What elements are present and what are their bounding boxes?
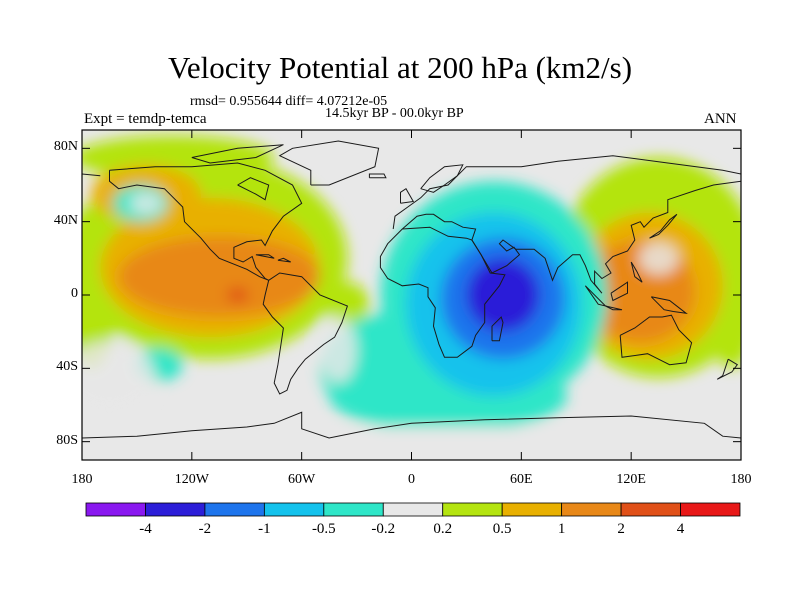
colorbar-swatch (680, 502, 741, 517)
coastline (379, 226, 506, 358)
experiment-label: Expt = temdp-temca (84, 111, 207, 127)
contour-region (325, 282, 370, 327)
coastline (619, 314, 693, 366)
colorbar-swatch (85, 502, 146, 517)
colorbar-label: 4 (676, 521, 685, 537)
coastline (82, 173, 101, 177)
colorbar-label: 1 (557, 521, 566, 537)
period-label: 14.5kyr BP - 00.0kyr BP (325, 106, 464, 121)
y-tick-label: 40S (56, 359, 78, 375)
chart-title: Velocity Potential at 200 hPa (km2/s) (167, 50, 633, 85)
contour-region (704, 203, 741, 369)
x-tick-label: 180 (730, 472, 752, 487)
contour-fill-layer (82, 135, 741, 457)
y-tick-label: 80N (53, 139, 78, 155)
colorbar-label: 0.2 (433, 521, 453, 537)
coastline (109, 162, 303, 281)
colorbar-swatch (323, 502, 384, 517)
axis-ticks (81, 130, 742, 460)
coastline (401, 180, 741, 294)
x-tick-label: 120W (174, 472, 209, 487)
colorbar-label: -1 (258, 521, 271, 537)
colorbar-swatch (145, 502, 206, 517)
coastline (237, 177, 270, 201)
coastline (400, 187, 415, 204)
colorbar-swatch (501, 502, 563, 517)
coastline (584, 285, 608, 307)
coastline (420, 164, 464, 193)
stats-label: rmsd= 0.955644 diff= 4.07212e-05 (190, 94, 388, 109)
coastline (262, 272, 349, 395)
contour-region (466, 258, 540, 332)
coastline (191, 144, 284, 164)
contour-region (226, 287, 249, 303)
contour-region (118, 236, 320, 317)
y-tick-label: 0 (71, 286, 78, 301)
coastline (649, 213, 678, 239)
coastline (278, 140, 380, 186)
colorbar-swatch (620, 502, 681, 517)
x-tick-label: 120E (616, 472, 646, 487)
x-tick-label: 0 (408, 472, 415, 487)
coastline (650, 296, 688, 315)
season-label: ANN (704, 111, 737, 127)
x-tick-label: 60E (510, 472, 533, 487)
coastline (491, 316, 504, 342)
contour-region (319, 317, 357, 383)
colorbar-label: -0.2 (371, 521, 396, 537)
colorbar-label: -0.5 (311, 521, 336, 537)
colorbar-label: 0.5 (492, 521, 512, 537)
colorbar-label: -4 (139, 521, 152, 537)
coastline (82, 411, 741, 439)
colorbar-swatch (263, 502, 325, 517)
contour-region (638, 241, 679, 275)
coastline (368, 173, 387, 179)
colorbar-swatch (204, 502, 265, 517)
contour-region (129, 192, 163, 215)
y-tick-label: 40N (53, 212, 78, 228)
colorbar-swatch (561, 502, 622, 517)
x-tick-label: 60W (288, 472, 316, 487)
colorbar-label: 2 (617, 521, 625, 537)
coastline (630, 261, 643, 283)
y-tick-label: 80S (56, 432, 78, 448)
colorbar (85, 502, 741, 517)
coastline (610, 281, 628, 302)
x-tick-label: 180 (71, 472, 93, 487)
contour-region (82, 340, 156, 415)
coastline-layer (82, 140, 741, 439)
colorbar-label: -2 (198, 521, 212, 537)
coastline (277, 257, 291, 263)
coastline (716, 358, 739, 380)
coastline (255, 254, 275, 259)
colorbar-swatch (382, 502, 444, 517)
colorbar-swatch (442, 502, 503, 517)
coastline (605, 305, 623, 311)
coastline (392, 155, 741, 230)
